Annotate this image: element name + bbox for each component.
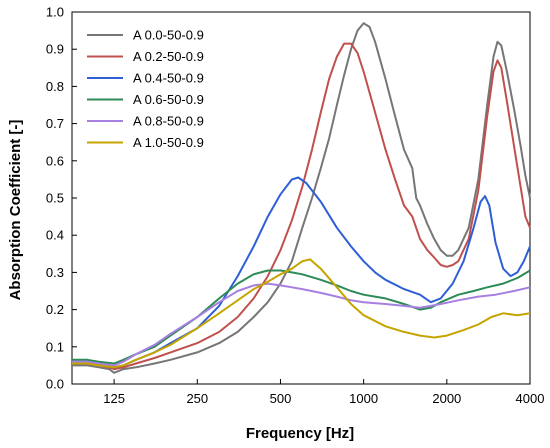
series-line-0 xyxy=(72,22,531,374)
series-line-5 xyxy=(72,258,531,369)
legend-label: A 1.0-50-0.9 xyxy=(133,135,204,150)
y-tick-label: 0.2 xyxy=(46,302,64,317)
y-axis-ticks: 0.0 0.1 0.2 0.3 0.4 0.5 0.6 0.7 0.8 0.9 1.0 xyxy=(46,5,77,392)
legend-label: A 0.6-50-0.9 xyxy=(133,92,204,107)
y-tick-label: 0.0 xyxy=(46,377,64,392)
x-tick-label: 1000 xyxy=(349,391,378,406)
y-axis-title: Absorption Coefficient [-] xyxy=(7,120,24,301)
series-line-1 xyxy=(72,42,531,371)
legend-label: A 0.8-50-0.9 xyxy=(133,114,204,129)
y-tick-label: 0.1 xyxy=(46,339,64,354)
y-tick-label: 0.9 xyxy=(46,42,64,57)
y-tick-label: 0.6 xyxy=(46,153,64,168)
x-tick-label: 500 xyxy=(270,391,292,406)
plot-border xyxy=(71,11,531,385)
series-lines xyxy=(72,22,531,374)
series-line-4 xyxy=(72,282,531,367)
x-tick-label: 125 xyxy=(103,391,125,406)
legend-label: A 0.4-50-0.9 xyxy=(133,71,204,86)
x-tick-label: 250 xyxy=(186,391,208,406)
y-tick-label: 0.5 xyxy=(46,191,64,206)
y-tick-label: 0.7 xyxy=(46,116,64,131)
y-tick-label: 0.4 xyxy=(46,228,64,243)
y-tick-label: 0.8 xyxy=(46,79,64,94)
plot-frame xyxy=(71,11,531,385)
x-tick-label: 4000 xyxy=(516,391,545,406)
y-tick-label: 0.3 xyxy=(46,265,64,280)
y-tick-label: 1.0 xyxy=(46,5,64,20)
series-line-3 xyxy=(72,269,531,365)
x-axis-title: Frequency [Hz] xyxy=(246,425,354,442)
x-tick-label: 2000 xyxy=(432,391,461,406)
legend-label: A 0.0-50-0.9 xyxy=(133,28,204,43)
legend-label: A 0.2-50-0.9 xyxy=(133,49,204,64)
series-line-2 xyxy=(72,176,531,369)
legend: A 0.0-50-0.9 A 0.2-50-0.9 A 0.4-50-0.9 A 0.… xyxy=(87,28,204,150)
x-axis-ticks: 125 250 500 1000 2000 4000 xyxy=(103,379,544,406)
